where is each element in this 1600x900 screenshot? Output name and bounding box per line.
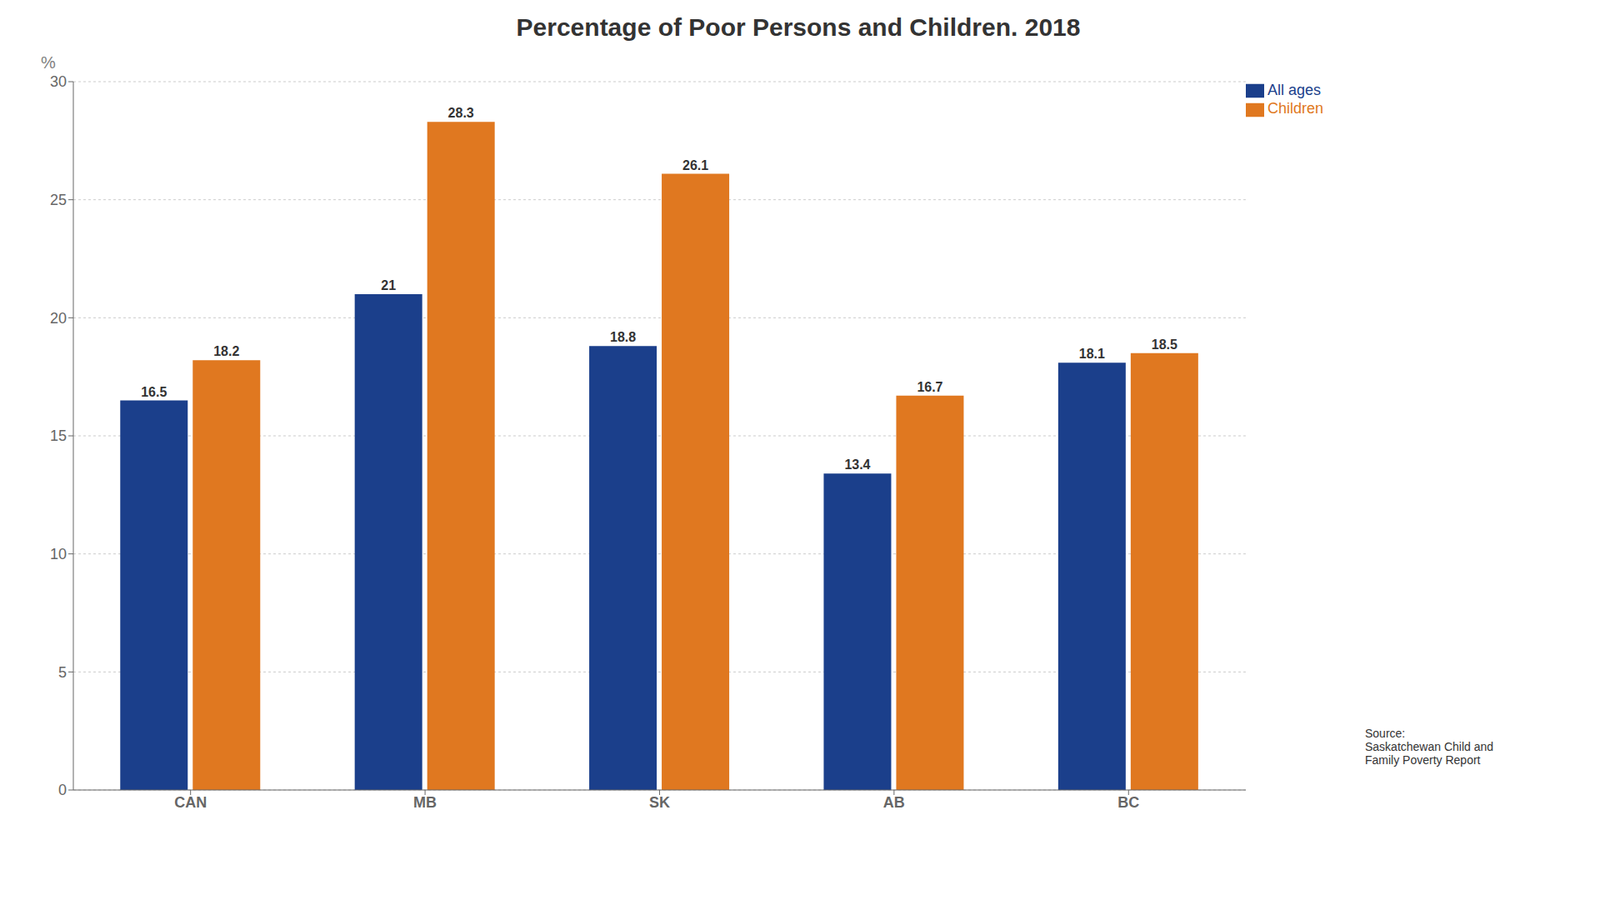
svg-text:18.2: 18.2 xyxy=(213,344,240,359)
svg-text:MB: MB xyxy=(413,794,437,811)
svg-text:30: 30 xyxy=(50,73,67,90)
svg-text:13.4: 13.4 xyxy=(844,457,870,472)
svg-text:CAN: CAN xyxy=(174,794,207,811)
svg-text:21: 21 xyxy=(380,278,396,293)
svg-text:15: 15 xyxy=(50,427,67,445)
svg-text:28.3: 28.3 xyxy=(448,105,475,120)
html-text:All ages: All ages xyxy=(1267,81,1321,99)
html-text:Children: Children xyxy=(1267,100,1324,117)
svg-text:BC: BC xyxy=(1117,794,1140,811)
svg-text:10: 10 xyxy=(50,545,67,563)
svg-text:26.1: 26.1 xyxy=(682,158,709,173)
html-text:Percentage of Poor Persons and: Percentage of Poor Persons and Children.… xyxy=(516,13,1081,41)
svg-text:25: 25 xyxy=(50,191,67,209)
svg-text:16.5: 16.5 xyxy=(140,385,167,400)
html-text:Source: Saskatchewan Child and: Source: Saskatchewan Child and Family Po… xyxy=(1365,726,1494,767)
svg-text:AB: AB xyxy=(883,794,905,811)
svg-text:18.1: 18.1 xyxy=(1079,346,1105,361)
svg-text:18.8: 18.8 xyxy=(610,330,636,345)
svg-text:SK: SK xyxy=(649,794,670,811)
svg-text:16.7: 16.7 xyxy=(916,380,943,395)
svg-text:%: % xyxy=(40,53,56,72)
svg-text:0: 0 xyxy=(58,781,67,799)
svg-text:18.5: 18.5 xyxy=(1151,337,1178,352)
svg-text:5: 5 xyxy=(58,664,67,681)
svg-text:20: 20 xyxy=(50,310,67,327)
